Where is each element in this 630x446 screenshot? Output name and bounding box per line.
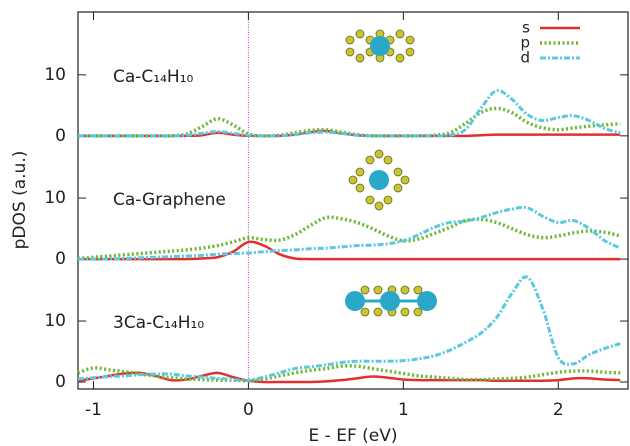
x-tick-label: 2 <box>553 400 564 420</box>
x-axis-label: E - EF (eV) <box>309 426 398 446</box>
series-line <box>78 217 620 258</box>
panel-label: Ca-Graphene <box>113 190 226 210</box>
y-tick-label: 10 <box>44 188 66 208</box>
molecule-2 <box>349 150 409 210</box>
y-tick-label: 10 <box>44 311 66 331</box>
panel-label: 3Ca-C₁₄H₁₀ <box>113 313 204 333</box>
chart: pDOS (a.u.) E - EF (eV) 010Ca-C₁₄H₁₀spd0… <box>0 0 630 446</box>
series-line <box>78 90 620 135</box>
panel-label: Ca-C₁₄H₁₀ <box>113 67 194 87</box>
x-tick-label: 1 <box>398 400 409 420</box>
y-axis-label: pDOS (a.u.) <box>10 151 30 250</box>
molecule-1 <box>346 30 414 62</box>
y-tick-label: 0 <box>55 372 66 392</box>
series-line <box>78 108 620 136</box>
molecule-3 <box>345 286 437 316</box>
x-tick-label: 0 <box>243 400 254 420</box>
legend-label: d <box>520 49 530 67</box>
y-tick-label: 0 <box>55 126 66 146</box>
x-tick-label: -1 <box>85 400 102 420</box>
y-tick-label: 0 <box>55 249 66 269</box>
y-tick-label: 10 <box>44 65 66 85</box>
